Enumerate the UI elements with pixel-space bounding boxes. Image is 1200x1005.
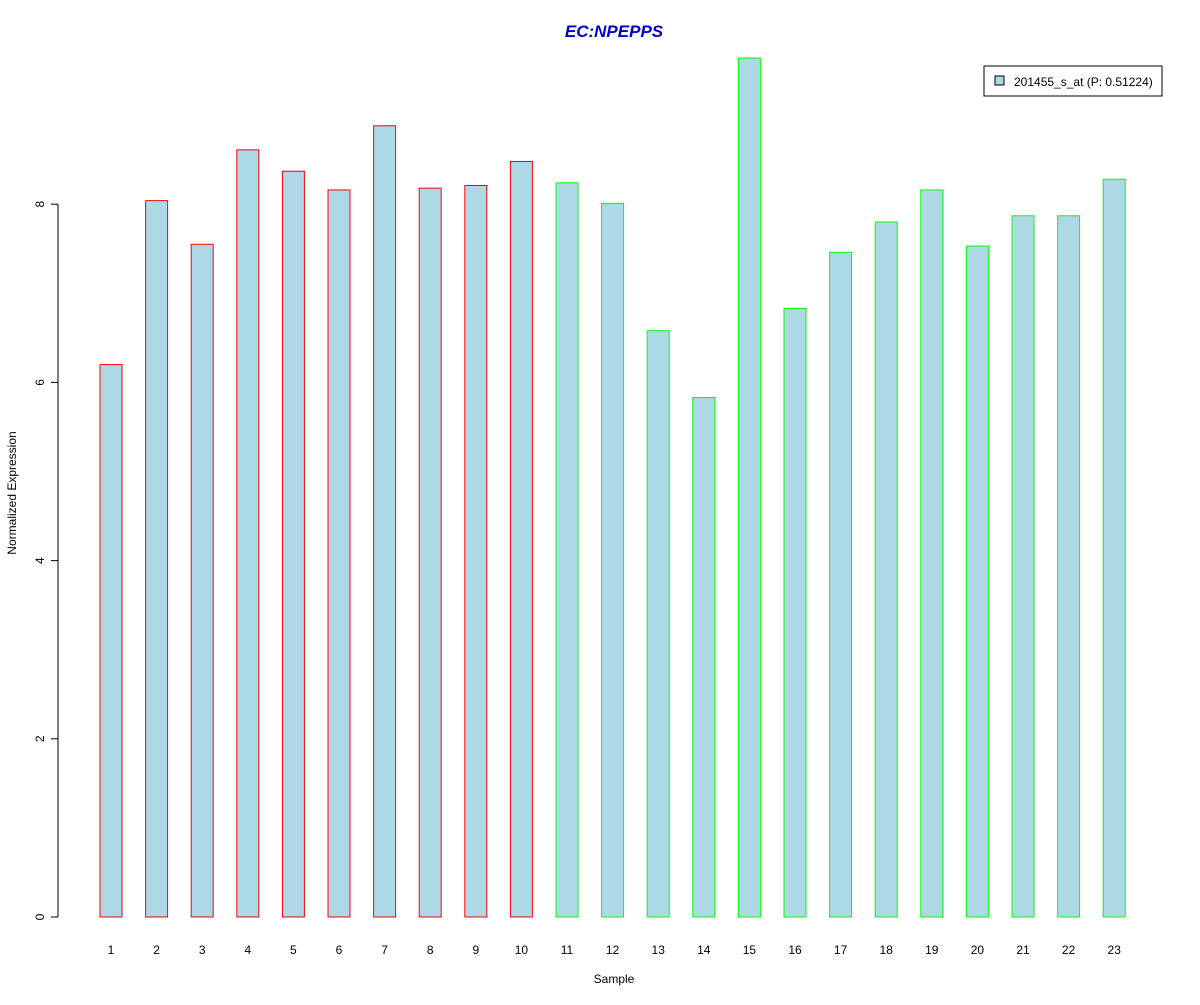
bar [555, 182, 579, 918]
bar [1057, 215, 1081, 918]
x-tick-label: 7 [381, 943, 388, 957]
bar [373, 125, 397, 918]
bar [1102, 178, 1126, 918]
bar [783, 307, 807, 918]
bar [1011, 215, 1035, 918]
x-axis-label: Sample [594, 972, 635, 986]
y-tick-label: 4 [33, 557, 47, 564]
x-tick-label: 1 [108, 943, 115, 957]
x-tick-label: 5 [290, 943, 297, 957]
bar [646, 330, 670, 918]
x-tick-label: 22 [1062, 943, 1076, 957]
bar [965, 245, 989, 918]
legend-label: 201455_s_at (P: 0.51224) [1014, 75, 1153, 89]
x-tick-label: 17 [834, 943, 848, 957]
x-tick-label: 11 [561, 943, 574, 957]
x-tick-label: 19 [925, 943, 939, 957]
bar [418, 187, 442, 918]
x-tick-label: 16 [788, 943, 802, 957]
y-axis: 0 2 4 6 8 [33, 201, 59, 920]
y-tick-label: 0 [33, 913, 47, 920]
x-tick-label: 21 [1016, 943, 1030, 957]
x-tick-labels: 1 2 3 4 5 6 7 8 9 10 11 12 13 14 15 16 17 18 19 20 21 22 23 [108, 943, 1122, 957]
x-tick-label: 14 [697, 943, 711, 957]
x-tick-label: 6 [336, 943, 343, 957]
x-tick-label: 3 [199, 943, 206, 957]
y-tick-label: 2 [33, 735, 47, 742]
bar [327, 189, 351, 918]
legend-box [983, 65, 1163, 97]
bar [692, 397, 716, 918]
legend-swatch [994, 75, 1005, 86]
bar [145, 200, 169, 918]
x-tick-label: 13 [652, 943, 666, 957]
x-tick-label: 23 [1108, 943, 1122, 957]
bar [464, 184, 488, 918]
bar [99, 364, 123, 918]
x-tick-label: 18 [880, 943, 894, 957]
bar [190, 243, 214, 918]
x-tick-label: 12 [606, 943, 620, 957]
bar [236, 149, 260, 918]
bar [920, 189, 944, 918]
bar [737, 57, 761, 918]
y-tick-label: 6 [33, 379, 47, 386]
x-tick-label: 10 [515, 943, 529, 957]
bar [601, 202, 625, 918]
legend: 201455_s_at (P: 0.51224) [983, 65, 1163, 97]
bar [509, 160, 533, 918]
chart-title: EC:NPEPPS [565, 22, 664, 41]
bar [281, 170, 305, 918]
x-tick-label: 8 [427, 943, 434, 957]
bar [829, 251, 853, 918]
y-axis-label: Normalized Expression [5, 431, 19, 554]
x-tick-label: 15 [743, 943, 757, 957]
bars-group [99, 57, 1126, 918]
bar [874, 221, 898, 918]
x-tick-label: 9 [472, 943, 479, 957]
x-tick-label: 2 [153, 943, 160, 957]
x-tick-label: 4 [244, 943, 251, 957]
x-tick-label: 20 [971, 943, 985, 957]
y-tick-label: 8 [33, 201, 47, 208]
